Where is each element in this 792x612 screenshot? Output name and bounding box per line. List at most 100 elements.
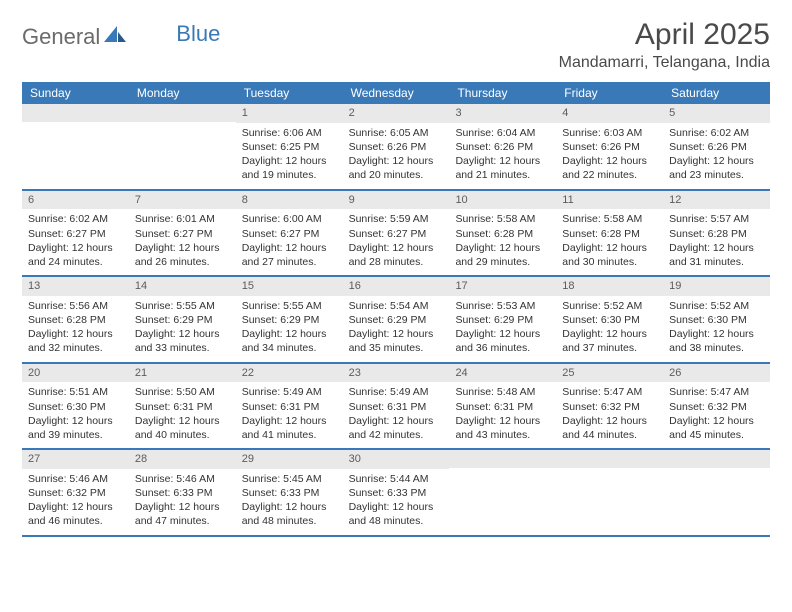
week-row: 13Sunrise: 5:56 AMSunset: 6:28 PMDayligh… bbox=[22, 277, 770, 364]
daylight-text: Daylight: 12 hours and 30 minutes. bbox=[562, 241, 657, 269]
sunset-text: Sunset: 6:33 PM bbox=[135, 486, 230, 500]
daylight-text: Daylight: 12 hours and 22 minutes. bbox=[562, 154, 657, 182]
day-number: 3 bbox=[449, 104, 556, 123]
sunset-text: Sunset: 6:27 PM bbox=[242, 227, 337, 241]
sunrise-text: Sunrise: 5:44 AM bbox=[349, 472, 444, 486]
sunset-text: Sunset: 6:30 PM bbox=[669, 313, 764, 327]
day-cell bbox=[663, 450, 770, 535]
day-body: Sunrise: 6:00 AMSunset: 6:27 PMDaylight:… bbox=[236, 209, 343, 275]
sunrise-text: Sunrise: 5:49 AM bbox=[242, 385, 337, 399]
day-number bbox=[556, 450, 663, 468]
weekday-header-row: SundayMondayTuesdayWednesdayThursdayFrid… bbox=[22, 82, 770, 104]
day-number: 9 bbox=[343, 191, 450, 210]
day-body: Sunrise: 5:55 AMSunset: 6:29 PMDaylight:… bbox=[129, 296, 236, 362]
daylight-text: Daylight: 12 hours and 37 minutes. bbox=[562, 327, 657, 355]
day-number: 2 bbox=[343, 104, 450, 123]
sunrise-text: Sunrise: 6:02 AM bbox=[669, 126, 764, 140]
daylight-text: Daylight: 12 hours and 29 minutes. bbox=[455, 241, 550, 269]
sunrise-text: Sunrise: 5:56 AM bbox=[28, 299, 123, 313]
daylight-text: Daylight: 12 hours and 48 minutes. bbox=[242, 500, 337, 528]
title-block: April 2025 Mandamarri, Telangana, India bbox=[559, 18, 770, 72]
weekday-header: Sunday bbox=[22, 82, 129, 104]
daylight-text: Daylight: 12 hours and 48 minutes. bbox=[349, 500, 444, 528]
day-cell: 22Sunrise: 5:49 AMSunset: 6:31 PMDayligh… bbox=[236, 364, 343, 449]
sunset-text: Sunset: 6:27 PM bbox=[135, 227, 230, 241]
day-number: 26 bbox=[663, 364, 770, 383]
sunset-text: Sunset: 6:32 PM bbox=[669, 400, 764, 414]
day-body: Sunrise: 5:50 AMSunset: 6:31 PMDaylight:… bbox=[129, 382, 236, 448]
sunset-text: Sunset: 6:26 PM bbox=[349, 140, 444, 154]
day-cell: 5Sunrise: 6:02 AMSunset: 6:26 PMDaylight… bbox=[663, 104, 770, 189]
day-cell: 4Sunrise: 6:03 AMSunset: 6:26 PMDaylight… bbox=[556, 104, 663, 189]
sunset-text: Sunset: 6:26 PM bbox=[669, 140, 764, 154]
day-cell: 25Sunrise: 5:47 AMSunset: 6:32 PMDayligh… bbox=[556, 364, 663, 449]
day-cell: 2Sunrise: 6:05 AMSunset: 6:26 PMDaylight… bbox=[343, 104, 450, 189]
day-cell: 23Sunrise: 5:49 AMSunset: 6:31 PMDayligh… bbox=[343, 364, 450, 449]
day-number: 18 bbox=[556, 277, 663, 296]
day-cell: 30Sunrise: 5:44 AMSunset: 6:33 PMDayligh… bbox=[343, 450, 450, 535]
day-cell: 28Sunrise: 5:46 AMSunset: 6:33 PMDayligh… bbox=[129, 450, 236, 535]
day-body: Sunrise: 5:54 AMSunset: 6:29 PMDaylight:… bbox=[343, 296, 450, 362]
day-body: Sunrise: 6:05 AMSunset: 6:26 PMDaylight:… bbox=[343, 123, 450, 189]
weekday-header: Wednesday bbox=[343, 82, 450, 104]
brand-part1: General bbox=[22, 24, 100, 50]
day-body: Sunrise: 5:55 AMSunset: 6:29 PMDaylight:… bbox=[236, 296, 343, 362]
day-cell: 17Sunrise: 5:53 AMSunset: 6:29 PMDayligh… bbox=[449, 277, 556, 362]
sunrise-text: Sunrise: 5:55 AM bbox=[135, 299, 230, 313]
sunset-text: Sunset: 6:28 PM bbox=[455, 227, 550, 241]
day-body: Sunrise: 5:59 AMSunset: 6:27 PMDaylight:… bbox=[343, 209, 450, 275]
weekday-header: Tuesday bbox=[236, 82, 343, 104]
day-body: Sunrise: 6:04 AMSunset: 6:26 PMDaylight:… bbox=[449, 123, 556, 189]
sunset-text: Sunset: 6:28 PM bbox=[669, 227, 764, 241]
day-body: Sunrise: 5:57 AMSunset: 6:28 PMDaylight:… bbox=[663, 209, 770, 275]
sunrise-text: Sunrise: 5:47 AM bbox=[669, 385, 764, 399]
day-cell: 10Sunrise: 5:58 AMSunset: 6:28 PMDayligh… bbox=[449, 191, 556, 276]
day-body: Sunrise: 5:44 AMSunset: 6:33 PMDaylight:… bbox=[343, 469, 450, 535]
day-body: Sunrise: 5:58 AMSunset: 6:28 PMDaylight:… bbox=[449, 209, 556, 275]
sunset-text: Sunset: 6:33 PM bbox=[242, 486, 337, 500]
day-cell: 1Sunrise: 6:06 AMSunset: 6:25 PMDaylight… bbox=[236, 104, 343, 189]
day-cell: 6Sunrise: 6:02 AMSunset: 6:27 PMDaylight… bbox=[22, 191, 129, 276]
day-body: Sunrise: 6:06 AMSunset: 6:25 PMDaylight:… bbox=[236, 123, 343, 189]
sunrise-text: Sunrise: 5:52 AM bbox=[669, 299, 764, 313]
day-body: Sunrise: 6:01 AMSunset: 6:27 PMDaylight:… bbox=[129, 209, 236, 275]
sunrise-text: Sunrise: 5:48 AM bbox=[455, 385, 550, 399]
sunset-text: Sunset: 6:29 PM bbox=[242, 313, 337, 327]
month-title: April 2025 bbox=[559, 18, 770, 52]
weekday-header: Monday bbox=[129, 82, 236, 104]
day-number: 15 bbox=[236, 277, 343, 296]
sunrise-text: Sunrise: 5:46 AM bbox=[28, 472, 123, 486]
sunrise-text: Sunrise: 5:49 AM bbox=[349, 385, 444, 399]
sunrise-text: Sunrise: 5:46 AM bbox=[135, 472, 230, 486]
daylight-text: Daylight: 12 hours and 43 minutes. bbox=[455, 414, 550, 442]
day-number: 6 bbox=[22, 191, 129, 210]
sunset-text: Sunset: 6:27 PM bbox=[28, 227, 123, 241]
sunset-text: Sunset: 6:31 PM bbox=[242, 400, 337, 414]
day-number: 1 bbox=[236, 104, 343, 123]
day-cell: 8Sunrise: 6:00 AMSunset: 6:27 PMDaylight… bbox=[236, 191, 343, 276]
daylight-text: Daylight: 12 hours and 38 minutes. bbox=[669, 327, 764, 355]
day-body: Sunrise: 5:53 AMSunset: 6:29 PMDaylight:… bbox=[449, 296, 556, 362]
sunrise-text: Sunrise: 5:54 AM bbox=[349, 299, 444, 313]
day-body: Sunrise: 5:56 AMSunset: 6:28 PMDaylight:… bbox=[22, 296, 129, 362]
sunset-text: Sunset: 6:28 PM bbox=[28, 313, 123, 327]
day-cell: 12Sunrise: 5:57 AMSunset: 6:28 PMDayligh… bbox=[663, 191, 770, 276]
day-body: Sunrise: 5:51 AMSunset: 6:30 PMDaylight:… bbox=[22, 382, 129, 448]
day-number: 20 bbox=[22, 364, 129, 383]
weekday-header: Friday bbox=[556, 82, 663, 104]
day-number: 4 bbox=[556, 104, 663, 123]
daylight-text: Daylight: 12 hours and 39 minutes. bbox=[28, 414, 123, 442]
day-body: Sunrise: 6:02 AMSunset: 6:27 PMDaylight:… bbox=[22, 209, 129, 275]
day-number: 14 bbox=[129, 277, 236, 296]
day-number bbox=[22, 104, 129, 122]
day-cell: 27Sunrise: 5:46 AMSunset: 6:32 PMDayligh… bbox=[22, 450, 129, 535]
day-cell: 7Sunrise: 6:01 AMSunset: 6:27 PMDaylight… bbox=[129, 191, 236, 276]
daylight-text: Daylight: 12 hours and 46 minutes. bbox=[28, 500, 123, 528]
sunrise-text: Sunrise: 6:03 AM bbox=[562, 126, 657, 140]
day-cell bbox=[556, 450, 663, 535]
sunrise-text: Sunrise: 6:01 AM bbox=[135, 212, 230, 226]
day-number: 28 bbox=[129, 450, 236, 469]
daylight-text: Daylight: 12 hours and 40 minutes. bbox=[135, 414, 230, 442]
day-number: 16 bbox=[343, 277, 450, 296]
sunset-text: Sunset: 6:32 PM bbox=[562, 400, 657, 414]
